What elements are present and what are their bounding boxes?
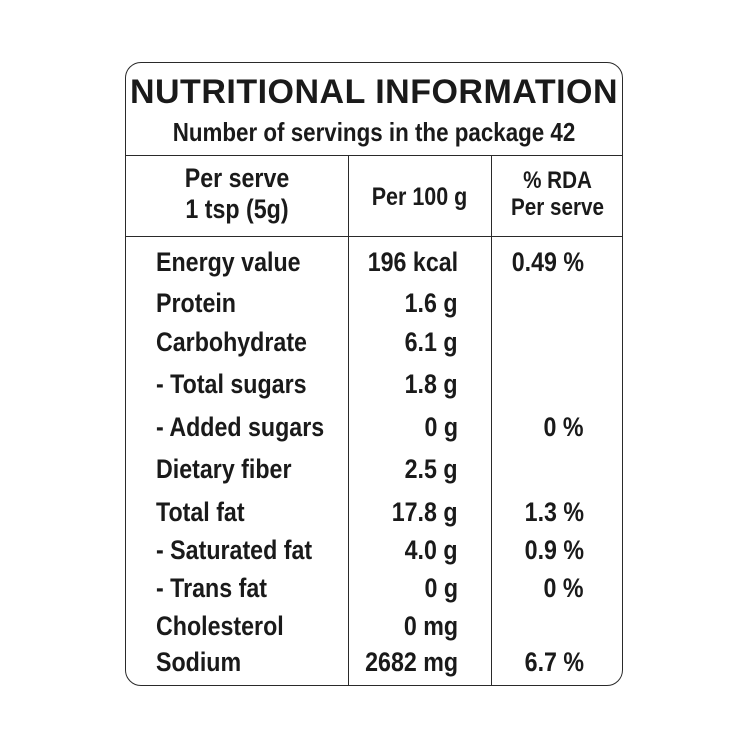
label-title: NUTRITIONAL INFORMATION (129, 73, 619, 111)
header-rda-line1: % RDA (523, 167, 592, 194)
nutrient-name-added-sugars: - Added sugars (156, 412, 325, 442)
nutrient-value-cholesterol: 0 mg (403, 611, 458, 641)
nutrient-value-total-sugars: 1.8 g (405, 369, 458, 399)
nutrient-name-total-sugars: - Total sugars (156, 369, 307, 399)
header-per-100g: Per 100 g (371, 183, 468, 211)
nutrient-value-saturated-fat: 4.0 g (405, 535, 458, 565)
servings-count: Number of servings in the package 42 (172, 117, 576, 147)
nutrient-value-total-fat: 17.8 g (392, 497, 458, 527)
nutrient-name-protein: Protein (156, 288, 236, 318)
nutrient-value-sodium: 2682 mg (365, 647, 458, 677)
title-divider (126, 155, 622, 156)
nutrient-value-carbohydrate: 6.1 g (405, 327, 458, 357)
nutrient-rda-saturated-fat: 0.9 % (524, 535, 584, 565)
nutrient-rda-trans-fat: 0 % (543, 573, 584, 603)
header-rda: % RDA Per serve (500, 167, 614, 221)
nutrient-rda-total-fat: 1.3 % (524, 497, 584, 527)
nutrient-name-dietary-fiber: Dietary fiber (156, 454, 292, 484)
header-per-serve-line1: Per serve (184, 163, 290, 193)
nutrient-value-energy: 196 kcal (367, 247, 458, 277)
nutrient-value-protein: 1.6 g (405, 288, 458, 318)
column-divider-2 (491, 155, 492, 685)
nutrient-name-cholesterol: Cholesterol (156, 611, 284, 641)
header-per-serve-line2: 1 tsp (5g) (185, 194, 289, 224)
nutrient-value-trans-fat: 0 g (424, 573, 458, 603)
nutrient-name-total-fat: Total fat (156, 497, 245, 527)
nutrient-rda-sodium: 6.7 % (524, 647, 584, 677)
nutrient-name-trans-fat: - Trans fat (156, 573, 267, 603)
nutrient-value-added-sugars: 0 g (424, 412, 458, 442)
nutrient-name-saturated-fat: - Saturated fat (156, 535, 313, 565)
header-rda-line2: Per serve (511, 194, 604, 221)
nutrition-facts-panel: NUTRITIONAL INFORMATION Number of servin… (125, 62, 623, 686)
nutrient-name-sodium: Sodium (156, 647, 242, 677)
column-divider-1 (348, 155, 349, 685)
header-per-serve: Per serve 1 tsp (5g) (142, 163, 333, 225)
nutrient-value-dietary-fiber: 2.5 g (405, 454, 458, 484)
nutrient-rda-added-sugars: 0 % (543, 412, 584, 442)
nutrient-rda-energy: 0.49 % (511, 247, 584, 277)
nutrient-name-energy: Energy value (156, 247, 301, 277)
nutrient-name-carbohydrate: Carbohydrate (156, 327, 307, 357)
header-divider (126, 236, 622, 237)
